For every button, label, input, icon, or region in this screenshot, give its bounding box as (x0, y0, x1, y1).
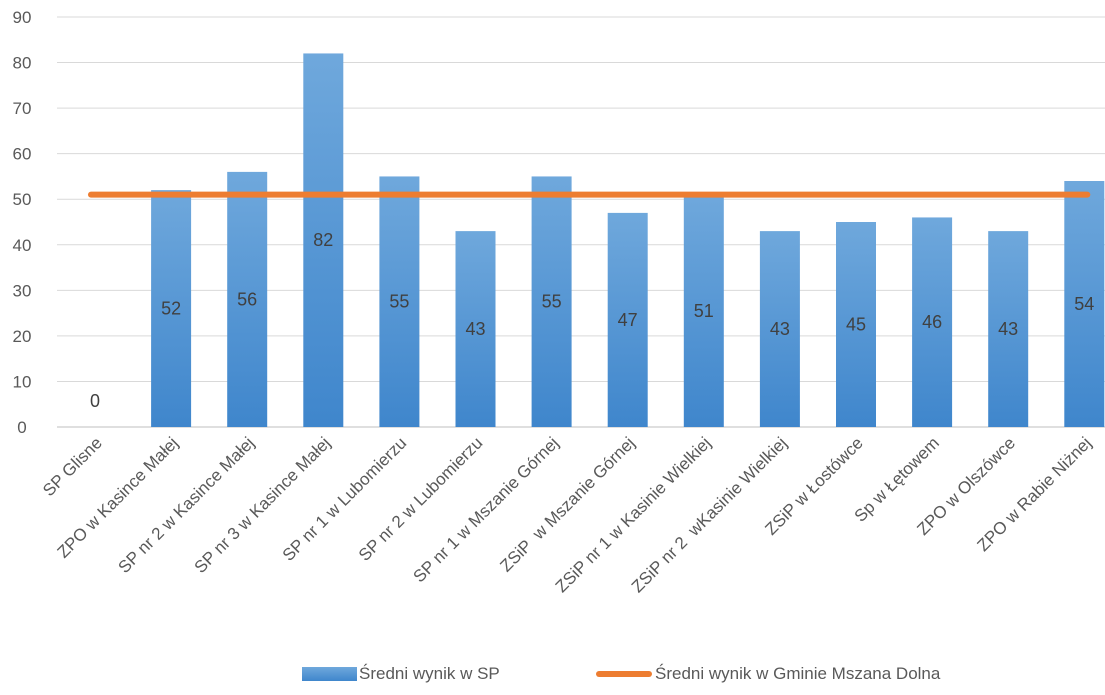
data-label: 45 (846, 315, 866, 335)
bar (151, 190, 192, 427)
bar (759, 231, 800, 427)
data-label: 54 (1074, 294, 1094, 314)
x-tick-label: SP nr 1 w Lubomierzu (279, 433, 410, 564)
y-tick-label: 20 (13, 327, 32, 346)
legend-line-swatch (596, 671, 652, 677)
bar (303, 53, 344, 427)
y-axis: 0 10 20 30 40 50 60 70 80 90 (13, 8, 32, 437)
data-label: 46 (922, 312, 942, 332)
data-labels: 0 52 56 82 55 43 55 47 51 43 45 46 43 54 (90, 230, 1094, 411)
y-tick-label: 40 (13, 236, 32, 255)
legend-bar-swatch (302, 667, 357, 681)
x-tick-label: SP nr 1 w Mszanie Górnej (410, 433, 563, 586)
bar (912, 217, 953, 427)
bar (455, 231, 496, 427)
y-tick-label: 30 (13, 281, 32, 300)
y-tick-label: 50 (13, 190, 32, 209)
data-label: 51 (694, 301, 714, 321)
bar (531, 176, 572, 427)
legend: Średni wynik w SP Średni wynik w Gminie … (0, 664, 1105, 688)
data-label: 43 (998, 319, 1018, 339)
y-tick-label: 80 (13, 54, 32, 73)
data-label: 56 (237, 289, 257, 309)
x-tick-label: ZSiP w Mszanie Górnej (496, 433, 638, 575)
x-tick-label: SP nr 3 w Kasince Małej (191, 433, 334, 576)
data-label: 55 (389, 292, 409, 312)
data-label: 55 (542, 292, 562, 312)
y-tick-label: 0 (17, 418, 26, 437)
legend-item-line: Średni wynik w Gminie Mszana Dolna (596, 664, 940, 684)
data-label: 0 (90, 391, 100, 411)
y-tick-label: 70 (13, 99, 32, 118)
data-label: 47 (618, 310, 638, 330)
x-tick-label: SP nr 2 w Kasince Małej (115, 433, 258, 576)
data-label: 82 (313, 230, 333, 250)
data-label: 43 (465, 319, 485, 339)
bar (227, 171, 268, 427)
bar (988, 231, 1029, 427)
data-label: 52 (161, 299, 181, 319)
bars (151, 53, 1105, 427)
x-tick-label: SP Glisne (39, 433, 106, 500)
bar (836, 222, 876, 427)
legend-line-label: Średni wynik w Gminie Mszana Dolna (655, 664, 941, 683)
legend-bar-label: Średni wynik w SP (359, 664, 500, 683)
x-tick-label: ZSiP nr 2 wKasinie Wielkiej (628, 433, 791, 596)
bar (683, 194, 724, 427)
bar (607, 212, 648, 427)
y-tick-label: 10 (13, 372, 32, 391)
legend-item-bar: Średni wynik w SP (302, 664, 500, 684)
x-tick-label: SP nr 2 w Lubomierzu (355, 433, 486, 564)
y-tick-label: 60 (13, 145, 32, 164)
x-tick-label: ZSiP nr 1 w Kasinie Wielkiej (552, 433, 715, 596)
bar (1064, 181, 1105, 427)
y-tick-label: 90 (13, 8, 32, 27)
data-label: 43 (770, 319, 790, 339)
bar (379, 176, 420, 427)
